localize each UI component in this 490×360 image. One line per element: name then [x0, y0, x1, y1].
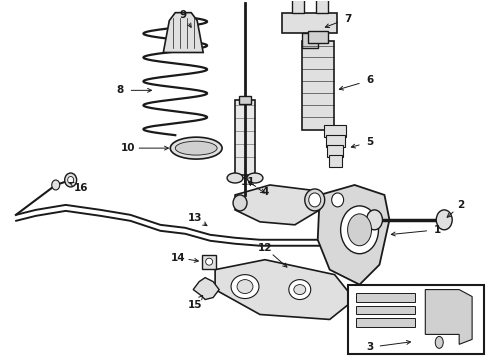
FancyBboxPatch shape	[329, 155, 342, 167]
Text: 1: 1	[434, 225, 441, 235]
Text: 11: 11	[241, 177, 255, 187]
Text: 4: 4	[261, 187, 269, 197]
Ellipse shape	[435, 336, 443, 348]
FancyBboxPatch shape	[282, 13, 337, 32]
Text: 9: 9	[180, 10, 187, 20]
Text: 5: 5	[366, 137, 373, 147]
Text: 6: 6	[366, 75, 373, 85]
Ellipse shape	[289, 280, 311, 300]
Text: 2: 2	[458, 200, 465, 210]
Ellipse shape	[68, 176, 74, 184]
Ellipse shape	[309, 193, 321, 207]
FancyBboxPatch shape	[308, 31, 328, 42]
Text: 10: 10	[121, 143, 136, 153]
Ellipse shape	[233, 195, 247, 211]
Text: 8: 8	[117, 85, 124, 95]
FancyBboxPatch shape	[316, 0, 328, 13]
FancyBboxPatch shape	[356, 319, 416, 328]
Ellipse shape	[237, 280, 253, 293]
FancyBboxPatch shape	[292, 0, 304, 13]
Ellipse shape	[305, 189, 325, 211]
Ellipse shape	[436, 210, 452, 230]
Polygon shape	[425, 289, 472, 345]
Polygon shape	[215, 260, 355, 319]
Ellipse shape	[341, 206, 378, 254]
FancyBboxPatch shape	[235, 100, 255, 175]
Text: 13: 13	[188, 213, 202, 223]
FancyBboxPatch shape	[327, 145, 343, 157]
Ellipse shape	[294, 285, 306, 294]
Ellipse shape	[175, 141, 217, 155]
Polygon shape	[318, 185, 390, 285]
FancyBboxPatch shape	[324, 125, 345, 137]
Text: 3: 3	[366, 342, 373, 352]
FancyBboxPatch shape	[302, 41, 334, 130]
Polygon shape	[163, 13, 203, 53]
Ellipse shape	[231, 275, 259, 298]
Text: 15: 15	[188, 300, 202, 310]
Ellipse shape	[367, 210, 383, 230]
FancyBboxPatch shape	[356, 306, 416, 315]
Text: 16: 16	[74, 183, 88, 193]
Ellipse shape	[227, 173, 243, 183]
Ellipse shape	[52, 180, 60, 190]
Text: 12: 12	[258, 243, 272, 253]
FancyBboxPatch shape	[239, 96, 251, 104]
FancyBboxPatch shape	[202, 255, 216, 269]
Text: 7: 7	[344, 14, 351, 24]
Ellipse shape	[332, 193, 343, 207]
FancyBboxPatch shape	[302, 32, 318, 48]
FancyBboxPatch shape	[356, 293, 416, 302]
Ellipse shape	[171, 137, 222, 159]
Ellipse shape	[347, 214, 371, 246]
Polygon shape	[235, 185, 319, 225]
FancyBboxPatch shape	[326, 135, 344, 147]
FancyBboxPatch shape	[347, 285, 484, 354]
Ellipse shape	[247, 173, 263, 183]
Text: 14: 14	[171, 253, 186, 263]
Ellipse shape	[65, 173, 76, 187]
Polygon shape	[193, 278, 219, 300]
Ellipse shape	[206, 258, 213, 265]
